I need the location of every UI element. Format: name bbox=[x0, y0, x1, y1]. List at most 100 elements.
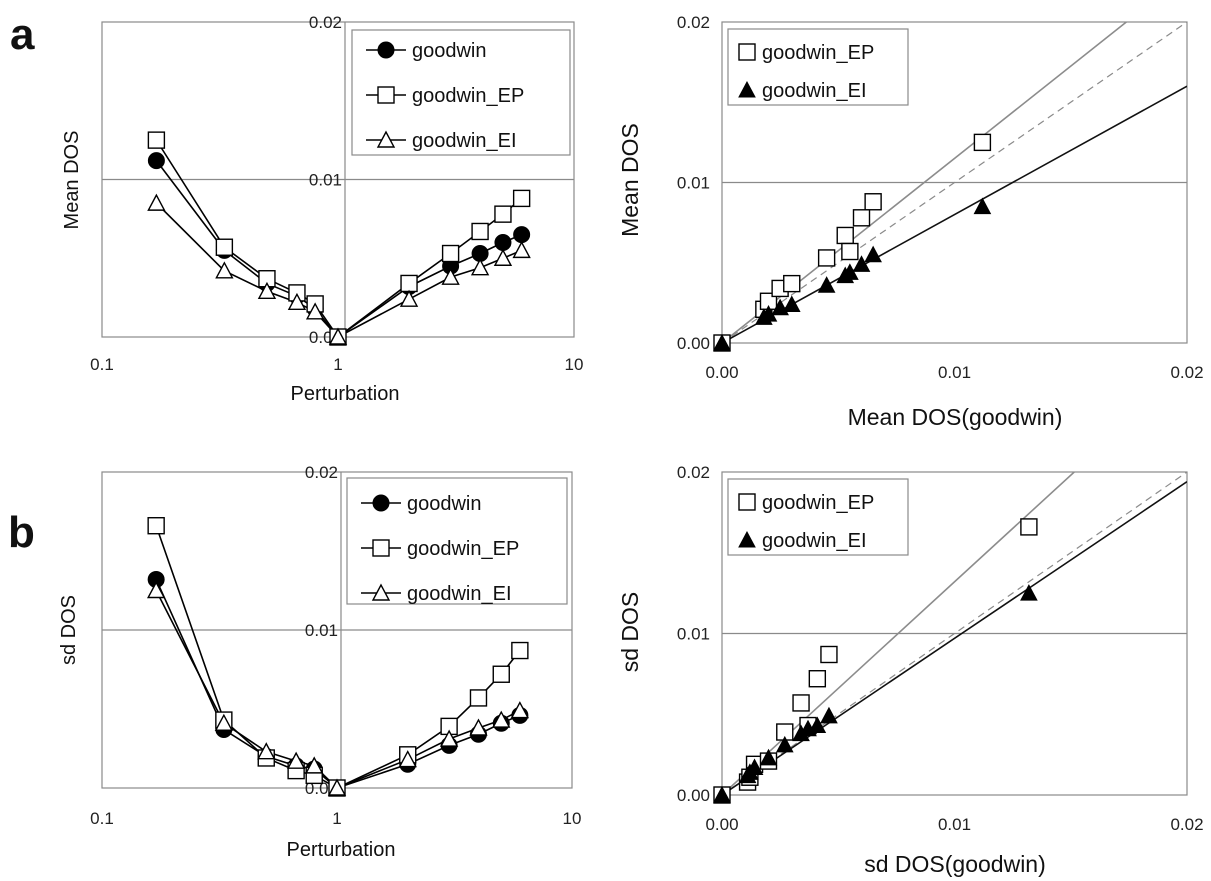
legend-label: goodwin_EI bbox=[762, 530, 867, 552]
data-point-goodwin_EI bbox=[469, 718, 488, 736]
x-tick-label: 0.01 bbox=[938, 363, 971, 382]
data-point-goodwin_EP bbox=[147, 517, 165, 535]
data-point-goodwin_EI bbox=[398, 750, 417, 768]
data-point-goodwin_EI bbox=[775, 735, 794, 753]
x-tick-label: 0.1 bbox=[90, 355, 114, 374]
data-point-goodwin_EP bbox=[973, 133, 992, 152]
x-tick-label: 0.01 bbox=[938, 815, 971, 834]
data-point-goodwin_EP bbox=[492, 665, 510, 683]
legend-box bbox=[727, 478, 909, 556]
data-point-goodwin_EI bbox=[820, 706, 838, 724]
panel-label-b: b bbox=[8, 508, 35, 557]
x-tick-label: 0.1 bbox=[90, 809, 114, 828]
x-tick-label: 0.02 bbox=[1170, 363, 1203, 382]
data-point-goodwin bbox=[513, 226, 531, 244]
legend-label: goodwin_EP bbox=[762, 42, 874, 64]
x-tick-label: 0.02 bbox=[1170, 815, 1203, 834]
fit-line-goodwin_EI bbox=[722, 85, 1187, 343]
data-point-goodwin_EP bbox=[511, 641, 529, 660]
data-point-goodwin_EI bbox=[745, 758, 764, 776]
legend-marker bbox=[372, 494, 390, 512]
data-point-goodwin_EI bbox=[439, 729, 459, 747]
data-point-goodwin_EP bbox=[808, 670, 827, 688]
data-point-goodwin_EI bbox=[305, 302, 325, 320]
diagonal-line bbox=[722, 22, 1187, 343]
data-point-goodwin_EI bbox=[257, 281, 277, 300]
data-point-goodwin_EI bbox=[257, 742, 276, 760]
data-point-goodwin_EP bbox=[783, 274, 801, 293]
data-point-goodwin_EI bbox=[470, 258, 490, 276]
data-point-goodwin_EI bbox=[510, 701, 530, 719]
legend-marker bbox=[738, 80, 756, 98]
legend-marker bbox=[738, 43, 756, 61]
data-point-goodwin_EP bbox=[512, 189, 531, 208]
data-point-goodwin_EI bbox=[782, 295, 801, 312]
data-point-goodwin bbox=[494, 234, 512, 251]
legend-box bbox=[727, 28, 909, 106]
x-tick-label: 10 bbox=[563, 809, 582, 828]
legend-label: goodwin_EP bbox=[407, 538, 519, 560]
data-point-goodwin_EI bbox=[493, 248, 513, 266]
data-point-goodwin_EP bbox=[469, 689, 488, 707]
x-axis-title: Mean DOS(goodwin) bbox=[848, 404, 1063, 430]
chart-a-right: 0.00 0.01 0.02 0.00 0.01 0.02 Mean DOS(goodwin… bbox=[617, 13, 1204, 430]
x-tick-label: 10 bbox=[565, 355, 584, 374]
data-point-goodwin_EP bbox=[836, 226, 854, 245]
data-point-goodwin_EI bbox=[147, 193, 166, 211]
data-point-goodwin_EI bbox=[399, 289, 419, 307]
y-tick-label: 0.00 bbox=[677, 786, 710, 805]
data-point-goodwin_EI bbox=[1020, 584, 1038, 601]
data-point-goodwin_EI bbox=[841, 263, 859, 280]
data-point-goodwin_EP bbox=[400, 274, 418, 293]
fit-line-goodwin_EI bbox=[722, 481, 1187, 795]
data-point-goodwin_EP bbox=[215, 238, 234, 256]
data-point-goodwin_EI bbox=[852, 255, 871, 272]
x-tick-label: 0.00 bbox=[705, 363, 738, 382]
legend-marker bbox=[377, 41, 395, 59]
data-point-goodwin_EP bbox=[852, 209, 871, 227]
data-point-goodwin_EI bbox=[808, 716, 827, 734]
legend-label: goodwin_EI bbox=[412, 130, 517, 152]
data-point-goodwin_EI bbox=[327, 778, 347, 796]
data-point-goodwin_EI bbox=[441, 267, 460, 285]
x-axis-title: Perturbation bbox=[291, 383, 400, 405]
y-tick-label: 0.02 bbox=[305, 463, 338, 482]
data-point-goodwin_EI bbox=[713, 333, 731, 351]
data-point-goodwin_EP bbox=[820, 645, 838, 664]
y-tick-label: 0.00 bbox=[677, 334, 710, 353]
data-point-goodwin_EI bbox=[492, 710, 511, 728]
x-axis-title: sd DOS(goodwin) bbox=[864, 851, 1046, 877]
data-point-goodwin_EI bbox=[214, 713, 234, 731]
data-point-goodwin_EP bbox=[792, 694, 810, 712]
data-point-goodwin_EI bbox=[286, 751, 306, 769]
legend-label: goodwin_EP bbox=[762, 492, 874, 514]
legend-label: goodwin bbox=[407, 493, 482, 515]
series-line-goodwin_EI bbox=[155, 202, 522, 338]
x-axis-title: Perturbation bbox=[287, 839, 396, 861]
data-point-goodwin_EP bbox=[864, 193, 882, 211]
y-tick-label: 0.02 bbox=[677, 463, 710, 482]
data-point-goodwin_EI bbox=[287, 292, 307, 311]
data-point-goodwin bbox=[147, 152, 165, 170]
legend-label: goodwin bbox=[412, 40, 487, 62]
data-point-goodwin_EI bbox=[817, 276, 836, 293]
y-tick-label: 0.01 bbox=[677, 625, 710, 644]
x-tick-label: 1 bbox=[333, 355, 342, 374]
x-tick-label: 0.00 bbox=[705, 815, 738, 834]
legend-label: goodwin_EI bbox=[762, 80, 867, 102]
series-line-goodwin_EI bbox=[155, 590, 521, 789]
data-point-goodwin_EP bbox=[471, 222, 489, 241]
data-point-goodwin_EI bbox=[305, 756, 324, 774]
x-tick-label: 1 bbox=[332, 809, 341, 828]
data-point-goodwin_EI bbox=[864, 245, 882, 263]
data-point-goodwin_EI bbox=[973, 197, 992, 215]
data-point-goodwin_EP bbox=[841, 242, 859, 261]
y-tick-label: 0.02 bbox=[677, 13, 710, 32]
legend-marker bbox=[376, 130, 396, 148]
y-tick-label: 0.01 bbox=[677, 174, 710, 193]
legend-marker bbox=[371, 583, 391, 601]
y-axis-title: sd DOS bbox=[617, 592, 643, 673]
legend-marker bbox=[738, 530, 756, 548]
